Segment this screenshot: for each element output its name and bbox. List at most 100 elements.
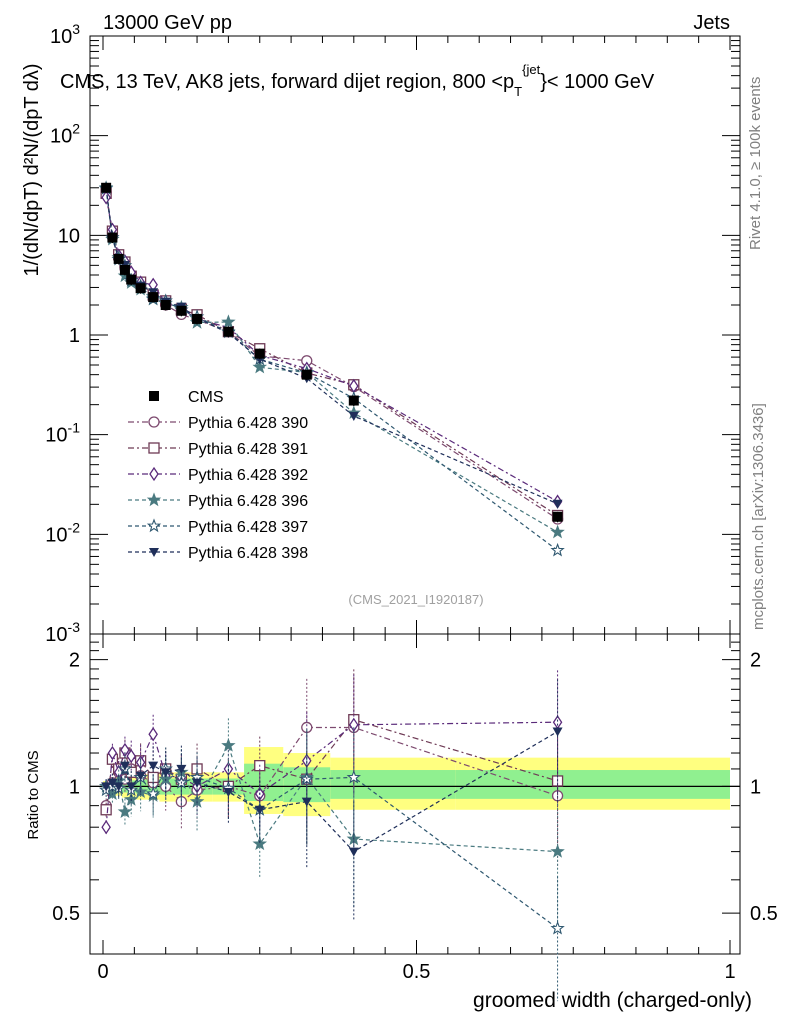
cms-data-point [101, 182, 112, 193]
ratio-tick-label: 2 [69, 650, 80, 672]
legend-marker [148, 416, 160, 428]
series-3-ratio-point [158, 771, 173, 786]
cms-data-point [107, 232, 118, 243]
cms-data-point [135, 283, 146, 294]
legend-marker [146, 492, 162, 507]
ratio-tick-label: 1 [69, 776, 80, 798]
plot-title-main: CMS, 13 TeV, AK8 jets, forward dijet reg… [60, 71, 514, 93]
y-tick-label: 102 [50, 121, 80, 148]
y-tick-label: 10-1 [45, 420, 80, 447]
series-3-point [221, 314, 236, 329]
series-5-ratio-point [113, 782, 124, 792]
series-5-ratio-point [176, 764, 187, 774]
series-5-ratio-point [348, 847, 359, 857]
series-5-ratio-point [119, 761, 130, 771]
series-4-point [550, 542, 565, 557]
series-3-point [550, 524, 565, 539]
series-5-ratio-point [301, 797, 312, 807]
series-0-line [105, 192, 558, 520]
series-1-ratio-point [100, 804, 112, 816]
band-green [455, 770, 730, 799]
y-axis-label-main: 1/(dN/dpT) d²N/(dpT dλ) [21, 63, 43, 276]
plot-title-tail: }< 1000 GeV [540, 71, 655, 93]
cms-data-point [126, 274, 137, 285]
plot-title-sub: T [514, 84, 522, 99]
cms-data-point [113, 253, 124, 264]
series-2-ratio-point [126, 748, 136, 764]
legend-label: Pythia 6.428 397 [188, 519, 308, 536]
band-green [330, 770, 456, 799]
ratio-tick-label: 0.5 [52, 903, 80, 925]
cms-data-point [223, 326, 234, 337]
legend-marker [149, 466, 159, 482]
cms-data-point [148, 292, 159, 303]
series-3-ratio-point [252, 836, 268, 851]
analysis-watermark: (CMS_2021_I1920187) [348, 592, 483, 607]
series-2-ratio-point [101, 820, 111, 835]
series-3-ratio-point [221, 738, 236, 752]
cms-data-point [160, 299, 171, 310]
rivet-label: Rivet 4.1.0, ≥ 100k events [747, 77, 764, 250]
cms-data-point [176, 305, 187, 316]
x-tick-label: 0.5 [403, 961, 431, 983]
x-axis-label: groomed width (charged-only) [473, 989, 752, 1012]
legend-marker [149, 548, 159, 557]
y-axis-label-main-text: 1/(dN/dpT) d²N/(dpT dλ) [21, 63, 43, 276]
ratio-series [98, 669, 565, 1002]
series-5-point [552, 499, 563, 509]
legend: CMS Pythia 6.428 390 Pythia 6.428 391 Pythi… [128, 389, 308, 562]
series-4-ratio-point [146, 786, 161, 800]
cms-data-point [254, 348, 265, 359]
cms-data-point [301, 369, 312, 380]
y-tick-label: 10-3 [45, 619, 80, 646]
uncertainty-bands [90, 747, 740, 817]
header-right: Jets [693, 12, 730, 34]
series-4-ratio-point [346, 769, 361, 784]
series-3-ratio-point [550, 844, 565, 858]
series-5-point [348, 411, 359, 421]
legend-marker [149, 391, 159, 401]
y-axis-label-ratio: Ratio to CMS [25, 750, 42, 839]
series-4-line [105, 188, 558, 551]
ratio-tick-label-right: 2 [750, 650, 761, 672]
series-2-ratio-point [552, 715, 563, 730]
series-1-line [105, 193, 558, 517]
series-5-ratio-point [192, 778, 203, 788]
series-3-point [252, 359, 268, 374]
series-2-ratio-point [349, 717, 359, 732]
mcplots-label: mcplots.cern.ch [arXiv:1306.3436] [750, 403, 767, 630]
cms-data-point [348, 395, 359, 406]
x-tick-label: 1 [724, 961, 735, 983]
legend-label: Pythia 6.428 392 [188, 467, 308, 484]
series-3-ratio-point [117, 804, 133, 818]
cms-data-point [119, 264, 130, 275]
series-5-ratio-point [135, 771, 146, 781]
legend-label: Pythia 6.428 398 [188, 545, 308, 562]
legend-marker [148, 442, 160, 454]
axis-ticks: 0 0.5 1 10-3 10-2 10-1 1 10 102 103 0.5 0.5 1 1 2 2 [45, 21, 778, 983]
series-5-ratio-point [160, 768, 171, 778]
ratio-tick-label-right: 1 [750, 776, 761, 798]
plot-title-sup: {jet [522, 62, 540, 77]
main-series [98, 180, 565, 557]
series-2-line [105, 197, 558, 503]
x-tick-label: 0 [97, 961, 108, 983]
series-5-ratio-point [148, 761, 159, 771]
y-tick-label: 1 [69, 325, 80, 347]
legend-label: CMS [188, 389, 224, 406]
y-tick-label: 10-2 [45, 519, 80, 546]
plot-title: CMS, 13 TeV, AK8 jets, forward dijet reg… [60, 62, 655, 99]
cms-data-point [192, 313, 203, 324]
series-5-ratio-point [223, 787, 234, 797]
legend-label: Pythia 6.428 391 [188, 441, 308, 458]
legend-label: Pythia 6.428 396 [188, 493, 308, 510]
series-2-point [101, 190, 111, 205]
legend-marker [146, 518, 162, 533]
y-tick-label: 103 [50, 21, 80, 48]
header-left: 13000 GeV pp [103, 12, 232, 34]
legend-label: Pythia 6.428 390 [188, 415, 308, 432]
cms-data-point [552, 511, 563, 522]
series-5-ratio-point [101, 782, 112, 792]
series-5-ratio-point [126, 782, 137, 792]
